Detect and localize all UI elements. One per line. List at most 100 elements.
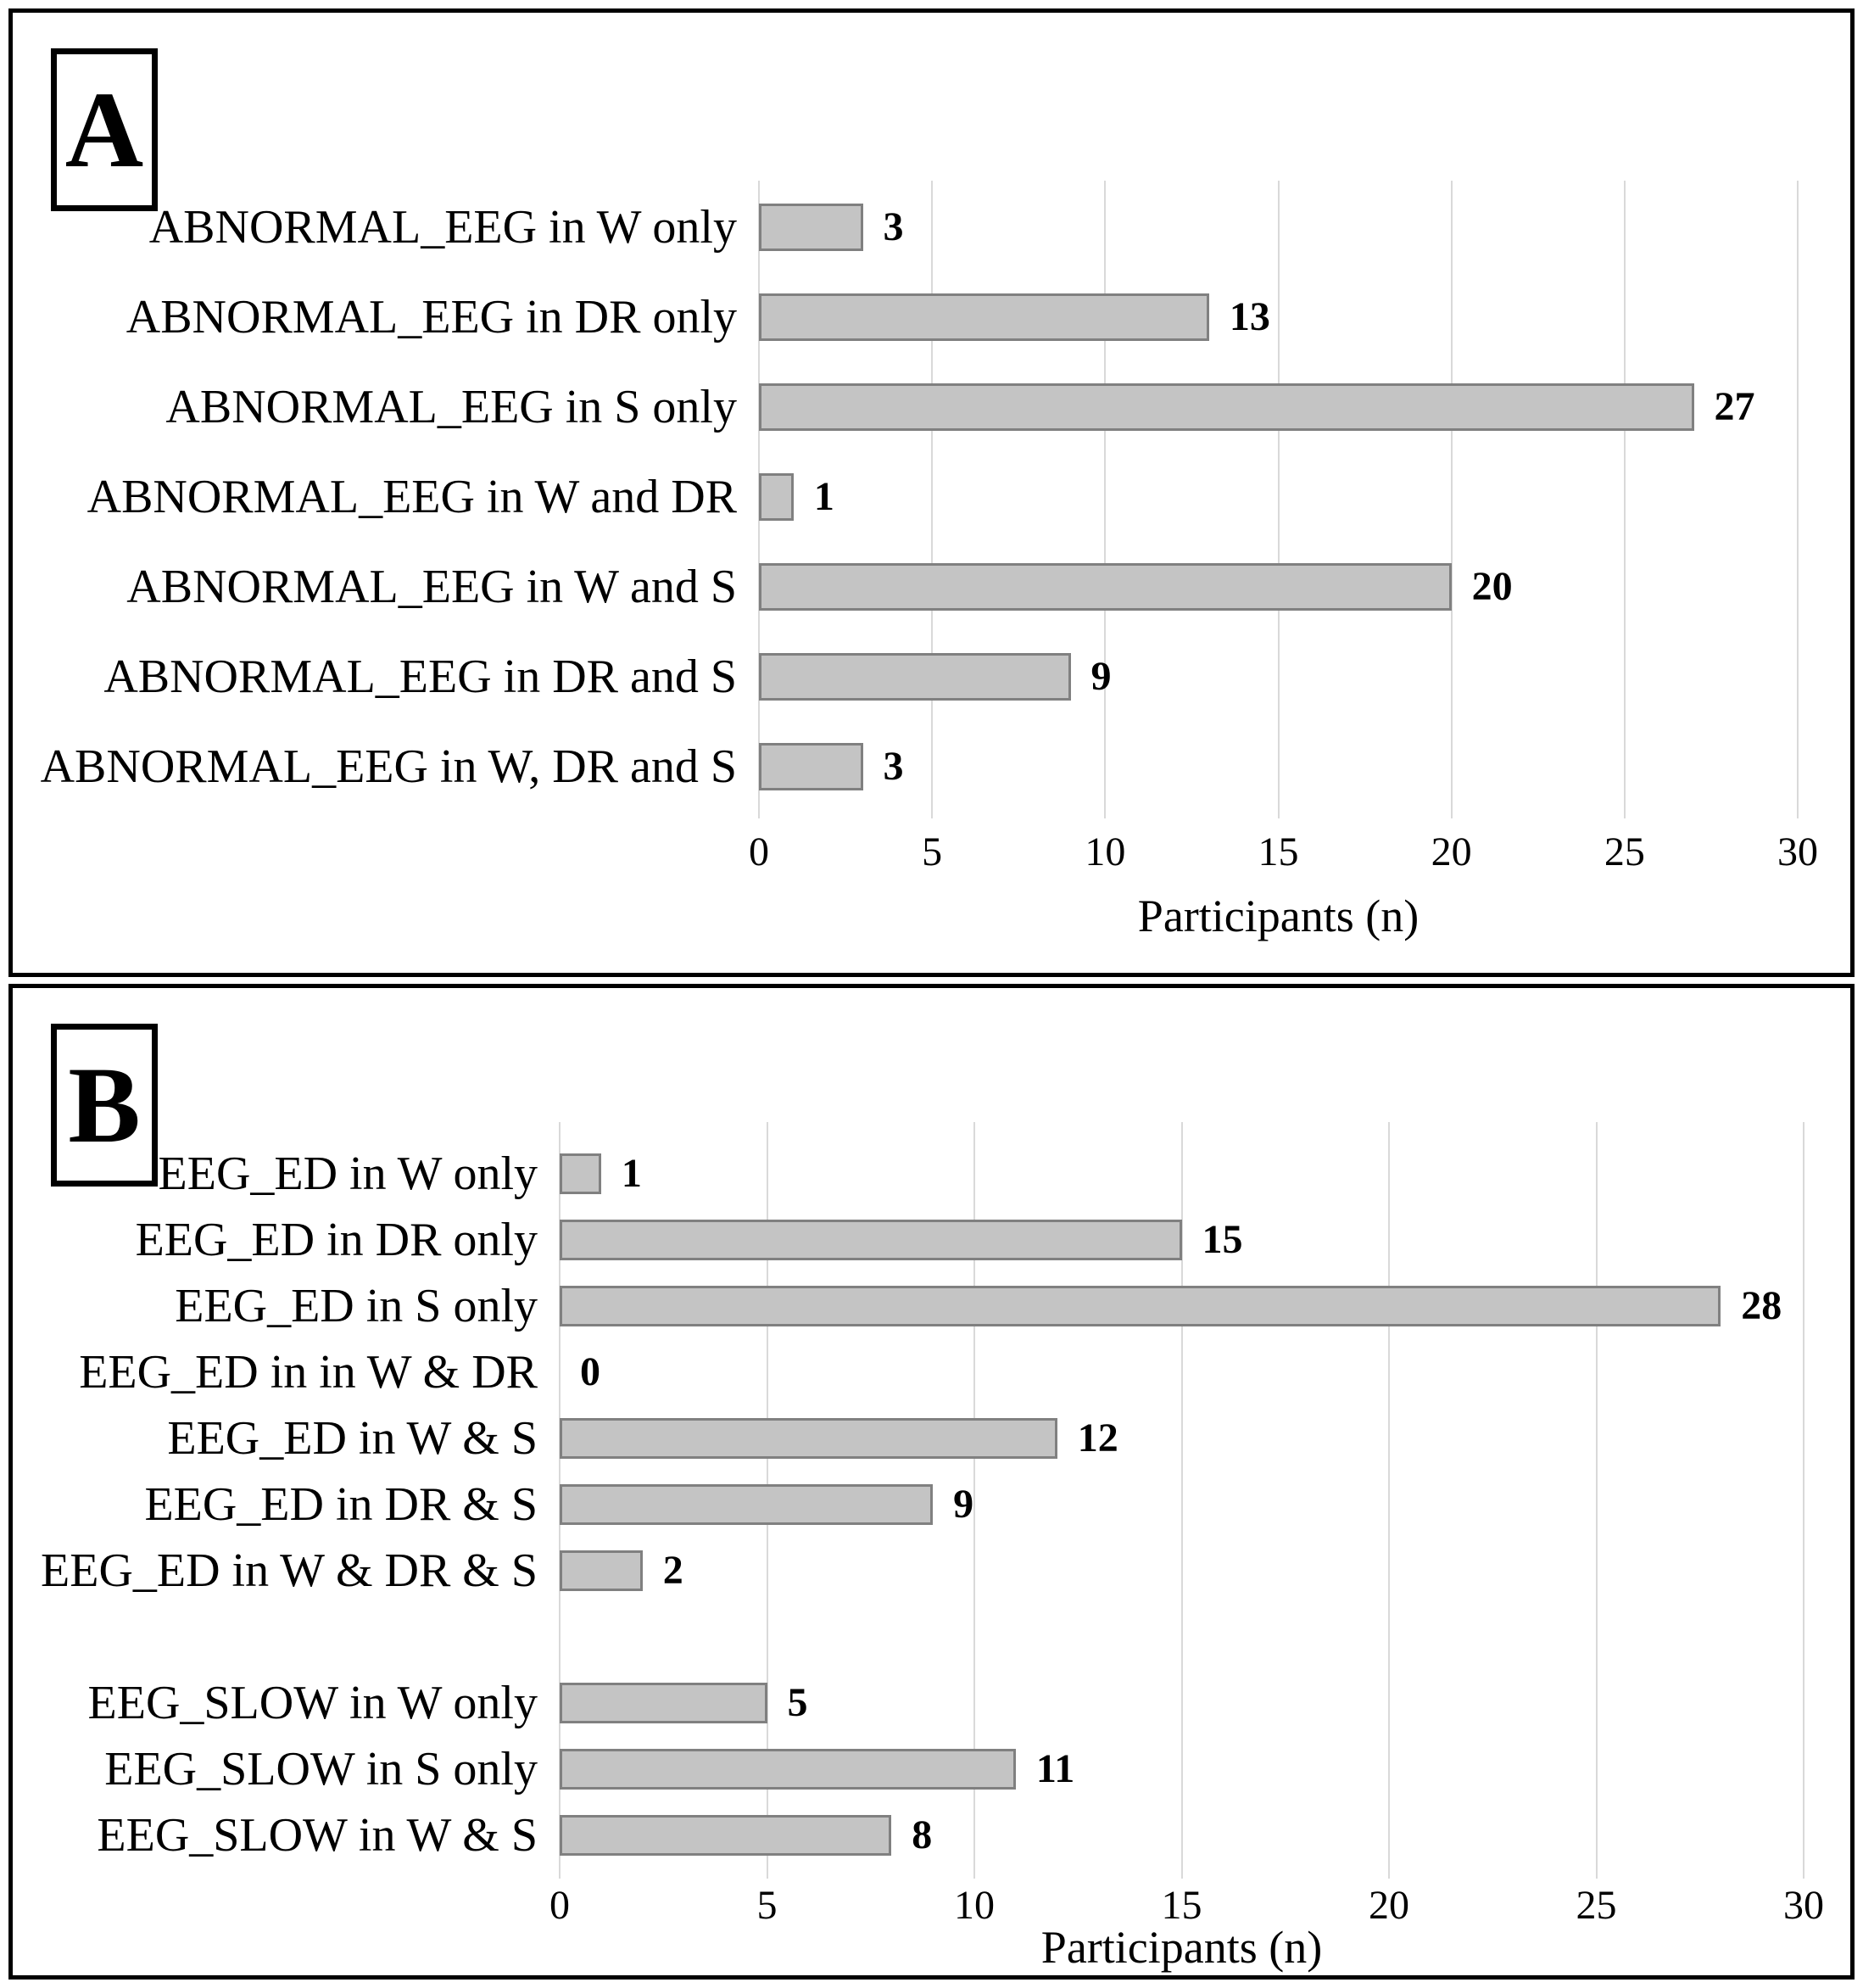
gridline-30 xyxy=(1803,1122,1804,1879)
bar-row: EEG_SLOW in W only 5 xyxy=(13,1670,1804,1736)
bar-track: 28 xyxy=(560,1273,1804,1339)
bar-row: ABNORMAL_EEG in W and S 20 xyxy=(13,542,1798,632)
bar-row: ABNORMAL_EEG in W, DR and S 3 xyxy=(13,722,1798,812)
bar xyxy=(560,1484,934,1525)
category-label: EEG_SLOW in W only xyxy=(87,1676,538,1729)
bar-row: EEG_ED in DR & S 9 xyxy=(13,1471,1804,1538)
bar-row: EEG_ED in DR only 15 xyxy=(13,1207,1804,1273)
bar-row: ABNORMAL_EEG in W only 3 xyxy=(13,182,1798,272)
x-tick-label: 15 xyxy=(1161,1883,1202,1928)
value-label: 2 xyxy=(662,1548,683,1593)
panel-a-label: A xyxy=(64,70,144,190)
panel-a-x-axis-title: Participants (n) xyxy=(1137,891,1420,941)
gridline-10 xyxy=(973,1122,975,1879)
category-label: ABNORMAL_EEG in W, DR and S xyxy=(40,740,737,793)
bar-row: EEG_SLOW in W & S 8 xyxy=(13,1802,1804,1868)
bar-row: ABNORMAL_EEG in DR only 13 xyxy=(13,272,1798,362)
category-label: EEG_SLOW in S only xyxy=(104,1742,538,1795)
bar-track: 27 xyxy=(759,362,1798,452)
panel-a-bar-rows: ABNORMAL_EEG in W only 3 ABNORMAL_EEG in D… xyxy=(13,182,1798,812)
gridline-10 xyxy=(1104,181,1107,818)
gridline-25 xyxy=(1595,1122,1598,1879)
bar-row: ABNORMAL_EEG in W and DR 1 xyxy=(13,452,1798,542)
bar xyxy=(560,1550,643,1591)
bar xyxy=(759,743,863,790)
category-label: EEG_ED in DR only xyxy=(135,1213,538,1266)
category-label: EEG_ED in W & S xyxy=(167,1411,538,1465)
gridline-20 xyxy=(1450,181,1453,818)
bar-track: 8 xyxy=(560,1802,1804,1868)
panel-b-x-axis-title: Participants (n) xyxy=(1040,1922,1323,1973)
bar-track: 20 xyxy=(759,542,1798,632)
bar-track: 5 xyxy=(560,1670,1804,1736)
panel-b-label-box: B xyxy=(51,1024,158,1187)
bar-track: 15 xyxy=(560,1207,1804,1273)
category-label: ABNORMAL_EEG in W and DR xyxy=(86,470,737,523)
x-tick-label: 30 xyxy=(1777,829,1818,874)
value-label: 3 xyxy=(883,744,904,789)
bar-row: EEG_ED in W & S 12 xyxy=(13,1405,1804,1471)
bar xyxy=(759,383,1694,431)
bar-track: 3 xyxy=(759,182,1798,272)
bar xyxy=(759,473,794,521)
bar-track: 12 xyxy=(560,1405,1804,1471)
bar-track: 9 xyxy=(759,632,1798,722)
value-label: 27 xyxy=(1714,384,1755,429)
category-label: ABNORMAL_EEG in DR only xyxy=(126,290,737,343)
x-tick-label: 10 xyxy=(954,1883,995,1928)
panel-b-bar-rows: EEG_ED in W only 1 EEG_ED in DR only 15 EEG_… xyxy=(13,1141,1804,1868)
bar xyxy=(560,1418,1057,1459)
gridline-25 xyxy=(1623,181,1626,818)
gridline-15 xyxy=(1180,1122,1183,1879)
category-label: ABNORMAL_EEG in W only xyxy=(148,200,737,254)
value-label: 12 xyxy=(1077,1416,1118,1460)
panel-a: A ABNORMAL_EEG in W only 3 ABNORMAL_EEG in… xyxy=(8,8,1855,977)
bar-track: 0 xyxy=(560,1339,1804,1405)
bar xyxy=(759,563,1452,611)
bar-row: EEG_ED in in W & DR 0 xyxy=(13,1339,1804,1405)
gridline-20 xyxy=(1388,1122,1390,1879)
value-label: 11 xyxy=(1035,1746,1075,1791)
value-label: 9 xyxy=(1090,654,1112,699)
bar-track: 11 xyxy=(560,1736,1804,1802)
category-label: EEG_ED in W only xyxy=(158,1147,538,1200)
category-label: ABNORMAL_EEG in W and S xyxy=(126,560,737,613)
x-tick-label: 5 xyxy=(922,829,943,874)
value-label: 28 xyxy=(1741,1283,1782,1328)
x-tick-label: 25 xyxy=(1604,829,1645,874)
bar xyxy=(560,1683,767,1723)
bar xyxy=(759,653,1071,701)
x-tick-label: 5 xyxy=(756,1883,778,1928)
gridline-15 xyxy=(1277,181,1280,818)
value-label: 5 xyxy=(787,1680,808,1725)
gridline-30 xyxy=(1797,181,1799,818)
bar xyxy=(759,293,1209,341)
panel-b-label: B xyxy=(68,1045,141,1165)
value-label: 13 xyxy=(1229,294,1270,339)
bar-row: ABNORMAL_EEG in S only 27 xyxy=(13,362,1798,452)
gridline-5 xyxy=(931,181,934,818)
bar-row: ABNORMAL_EEG in DR and S 9 xyxy=(13,632,1798,722)
category-label: EEG_ED in W & DR & S xyxy=(41,1544,538,1597)
x-tick-label: 0 xyxy=(549,1883,570,1928)
bar xyxy=(560,1286,1721,1326)
panel-b-x-axis: 0 5 10 15 20 25 30 xyxy=(549,1883,1824,1936)
value-label: 3 xyxy=(883,204,904,249)
category-label: EEG_ED in in W & DR xyxy=(79,1345,538,1399)
value-label: 1 xyxy=(813,474,834,519)
x-tick-label: 20 xyxy=(1431,829,1472,874)
panel-b: B EEG_ED in W only 1 EEG_ED in DR only 15 EE… xyxy=(8,984,1855,1980)
bar-row: EEG_SLOW in S only 11 xyxy=(13,1736,1804,1802)
bar xyxy=(560,1815,892,1856)
bar xyxy=(759,204,863,251)
panel-a-chart: ABNORMAL_EEG in W only 3 ABNORMAL_EEG in D… xyxy=(13,13,1850,973)
category-label: EEG_SLOW in W & S xyxy=(97,1808,538,1862)
panel-b-chart: EEG_ED in W only 1 EEG_ED in DR only 15 EEG_… xyxy=(13,988,1850,1975)
value-label: 1 xyxy=(621,1151,642,1196)
x-tick-label: 25 xyxy=(1576,1883,1617,1928)
x-tick-label: 15 xyxy=(1258,829,1299,874)
value-label: 8 xyxy=(912,1812,933,1857)
bar-row: EEG_ED in W & DR & S 2 xyxy=(13,1538,1804,1604)
bar xyxy=(560,1220,1182,1260)
